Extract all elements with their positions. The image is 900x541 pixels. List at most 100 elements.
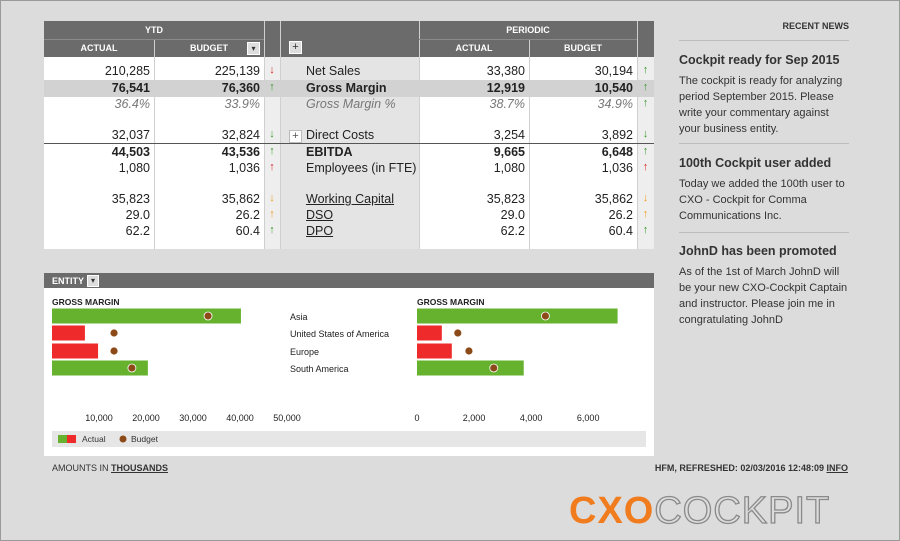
unit-link[interactable]: THOUSANDS <box>111 463 169 473</box>
refresh-note: HFM, REFRESHED: 02/03/2016 12:48:09 INFO <box>655 463 848 473</box>
periodic-actual: 33,380 <box>486 64 525 78</box>
column-divider <box>529 39 530 249</box>
ytd-budget: 60.4 <box>235 224 260 238</box>
ytd-budget: 26.2 <box>235 208 260 222</box>
periodic-actual: 3,254 <box>493 128 525 142</box>
status-arrow: ↑ <box>642 64 649 76</box>
row-label: Employees (in FTE) <box>306 161 417 175</box>
info-link[interactable]: INFO <box>826 463 849 473</box>
legend-label: Actual <box>82 434 106 444</box>
periodic-actual: 12,919 <box>486 81 525 95</box>
category-label: Europe <box>290 347 319 357</box>
ytd-budget: 33.9% <box>224 97 260 111</box>
status-arrow: ↓ <box>269 192 275 204</box>
periodic-budget: 10,540 <box>594 81 633 95</box>
logo: CXOCOCKPIT <box>569 489 830 533</box>
category-label: South America <box>290 364 349 374</box>
column-header: ACTUAL <box>455 43 493 53</box>
news-headline: JohnD has been promoted <box>679 244 837 258</box>
x-tick-label: 20,000 <box>132 413 160 423</box>
status-arrow: ↓ <box>642 192 649 204</box>
status-arrow: ↑ <box>642 97 649 109</box>
budget-marker <box>541 311 550 321</box>
ytd-actual: 44,503 <box>111 145 150 159</box>
column-divider <box>280 21 281 249</box>
refreshed-label: HFM, REFRESHED: 02/03/2016 12:48:09 <box>654 463 824 473</box>
row-label: Gross Margin % <box>306 97 396 111</box>
legend-swatch <box>58 435 67 443</box>
ytd-actual: 32,037 <box>111 128 150 142</box>
amounts-note: AMOUNTS IN THOUSANDS <box>52 463 168 473</box>
news-divider <box>679 143 849 144</box>
news-divider <box>679 232 849 233</box>
actual-bar <box>417 308 618 324</box>
periodic-actual: 9,665 <box>493 145 525 159</box>
ytd-actual: 1,080 <box>118 161 150 175</box>
row-label[interactable]: DPO <box>306 224 334 238</box>
expand-button[interactable]: + <box>289 130 302 143</box>
x-tick-label: 6,000 <box>577 413 600 423</box>
x-tick-label: 4,000 <box>520 413 543 423</box>
category-label: United States of America <box>290 329 389 339</box>
amounts-label: AMOUNTS IN <box>52 463 109 473</box>
budget-marker <box>109 328 119 338</box>
status-arrow: ↑ <box>642 208 649 220</box>
ytd-budget: 225,139 <box>214 64 260 78</box>
legend-swatch <box>67 435 76 443</box>
periodic-budget: 1,036 <box>601 161 633 175</box>
x-tick-label: 50,000 <box>273 413 301 423</box>
row-label: EBITDA <box>306 145 353 159</box>
status-arrow: ↓ <box>642 128 649 140</box>
row-highlight <box>44 80 654 97</box>
ytd-actual: 62.2 <box>125 224 150 238</box>
budget-marker <box>464 346 474 356</box>
ytd-actual: 76,541 <box>111 81 150 95</box>
actual-bar <box>52 308 241 324</box>
actual-bar <box>417 325 442 341</box>
periodic-budget: 35,862 <box>594 192 633 206</box>
news-title: RECENT NEWS <box>782 21 849 31</box>
periodic-actual: 1,080 <box>493 161 525 175</box>
news-headline: Cockpit ready for Sep 2015 <box>679 53 840 67</box>
actual-bar <box>52 325 85 341</box>
x-tick-label: 30,000 <box>179 413 207 423</box>
status-arrow: ↓ <box>269 64 275 76</box>
ytd-actual: 36.4% <box>114 97 150 111</box>
actual-bar <box>52 343 99 359</box>
ytd-budget: 43,536 <box>221 145 260 159</box>
column-divider <box>264 21 265 249</box>
group-header: YTD <box>145 25 163 35</box>
news-body: As of the 1st of March JohnD will be you… <box>679 266 848 326</box>
entity-filter-button[interactable]: ▾ <box>87 275 99 287</box>
news-body: The cockpit is ready for analyzing perio… <box>679 75 843 135</box>
filter-button[interactable]: ▾ <box>247 42 260 55</box>
ytd-actual: 35,823 <box>111 192 150 206</box>
row-label: Net Sales <box>306 64 361 78</box>
budget-marker <box>127 363 137 373</box>
status-arrow: ↑ <box>642 224 649 236</box>
row-label[interactable]: DSO <box>306 208 334 222</box>
periodic-actual: 62.2 <box>500 224 525 238</box>
row-label[interactable]: Working Capital <box>306 192 395 206</box>
x-tick-label: 40,000 <box>226 413 254 423</box>
periodic-actual: 29.0 <box>500 208 525 222</box>
x-tick-label: 10,000 <box>85 413 113 423</box>
periodic-budget: 26.2 <box>608 208 633 222</box>
ytd-actual: 29.0 <box>125 208 150 222</box>
periodic-budget: 3,892 <box>601 128 633 142</box>
column-header: BUDGET <box>190 43 228 53</box>
category-label: Asia <box>290 312 308 322</box>
legend-label: Budget <box>131 434 159 444</box>
expand-all-button[interactable]: + <box>289 41 302 54</box>
chart-title: GROSS MARGIN <box>52 297 120 307</box>
budget-marker <box>489 363 499 373</box>
column-divider <box>419 21 420 249</box>
status-arrow: ↑ <box>269 224 275 236</box>
periodic-actual: 38.7% <box>489 97 525 111</box>
periodic-budget: 60.4 <box>608 224 633 238</box>
ytd-budget: 1,036 <box>228 161 260 175</box>
status-arrow: ↑ <box>642 161 649 173</box>
budget-marker <box>109 346 119 356</box>
